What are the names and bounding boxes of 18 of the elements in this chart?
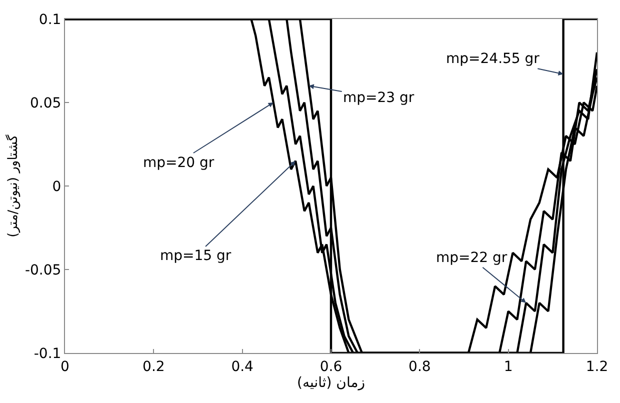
y-tick-label: -0.05: [24, 262, 62, 278]
y-tick-label: -0.1: [34, 346, 62, 362]
x-tick-label: 0.2: [142, 358, 165, 375]
annotation: mp=23 gr: [343, 90, 414, 106]
x-tick-label: 0.8: [408, 358, 431, 375]
y-axis-title: گشتاور (نیوتن/متر): [4, 134, 21, 238]
x-axis-title: زمان (ثانیه): [297, 374, 365, 391]
x-tick-label: 0.4: [231, 358, 254, 375]
annotation: mp=15 gr: [160, 248, 232, 264]
annotation: mp=20 gr: [143, 155, 214, 171]
y-tick-label: 0.05: [30, 95, 62, 112]
y-tick-label: 0: [52, 178, 62, 195]
annotation: mp=24.55 gr: [446, 51, 540, 67]
x-tick-label: 1: [504, 358, 513, 375]
x-tick-label: 0.6: [320, 358, 342, 375]
x-tick-label: 1.2: [586, 358, 608, 375]
y-tick-label: 0.1: [38, 12, 62, 28]
annotation: mp=22 gr: [436, 250, 508, 266]
